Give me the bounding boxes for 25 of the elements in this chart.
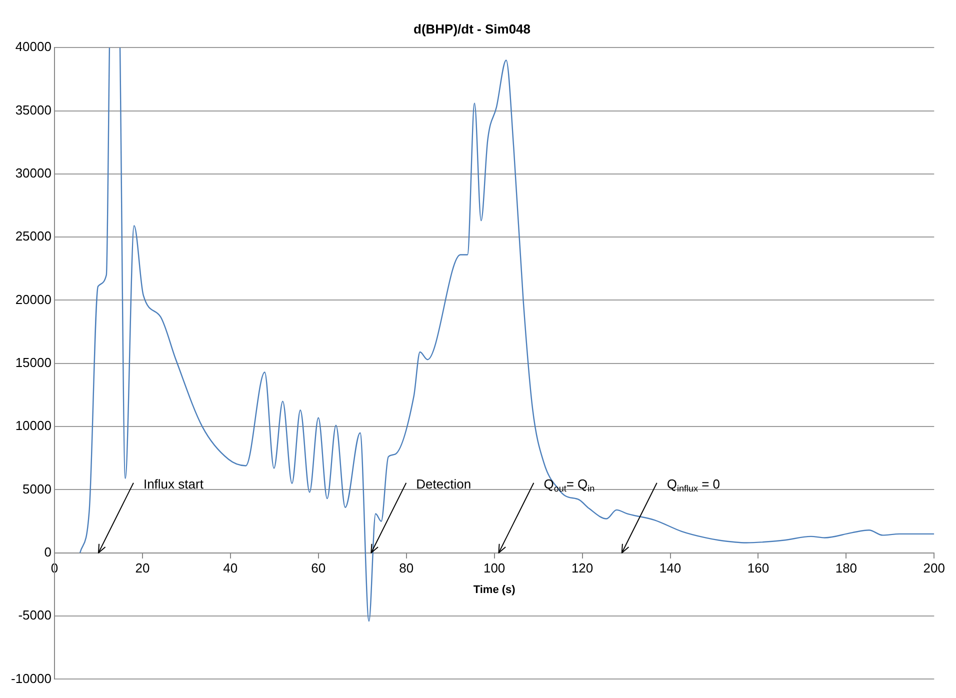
y-tick-label: 35000: [15, 102, 52, 118]
x-tick-label: 80: [399, 560, 414, 576]
y-tick-label: 5000: [22, 481, 52, 496]
x-tick-label: 160: [747, 560, 770, 576]
y-tick-label: 0: [44, 544, 52, 560]
x-tick-label: 120: [571, 560, 594, 576]
x-tick-label: 180: [835, 560, 858, 576]
y-tick-label: 25000: [15, 228, 52, 244]
x-tick-label: 40: [223, 560, 238, 576]
x-tick-label: 200: [923, 560, 946, 576]
y-tick-label: 40000: [15, 39, 52, 54]
annotation: Detection: [416, 476, 472, 492]
x-axis-title: Time (s): [473, 584, 516, 596]
x-tick-label: 100: [483, 560, 506, 576]
chart-title: d(BHP)/dt - Sim048: [413, 21, 531, 36]
x-tick-label: 140: [659, 560, 682, 576]
y-tick-label: 20000: [15, 292, 52, 307]
x-tick-label: 20: [135, 560, 150, 576]
x-tick-label: 60: [311, 560, 326, 576]
annotation: Influx start: [143, 476, 204, 492]
y-tick-label: 15000: [15, 354, 52, 370]
y-tick-label: -5000: [18, 608, 52, 623]
y-tick-label: 30000: [15, 166, 52, 180]
y-tick-label: 10000: [15, 418, 52, 434]
y-tick-label: -10000: [10, 670, 52, 686]
